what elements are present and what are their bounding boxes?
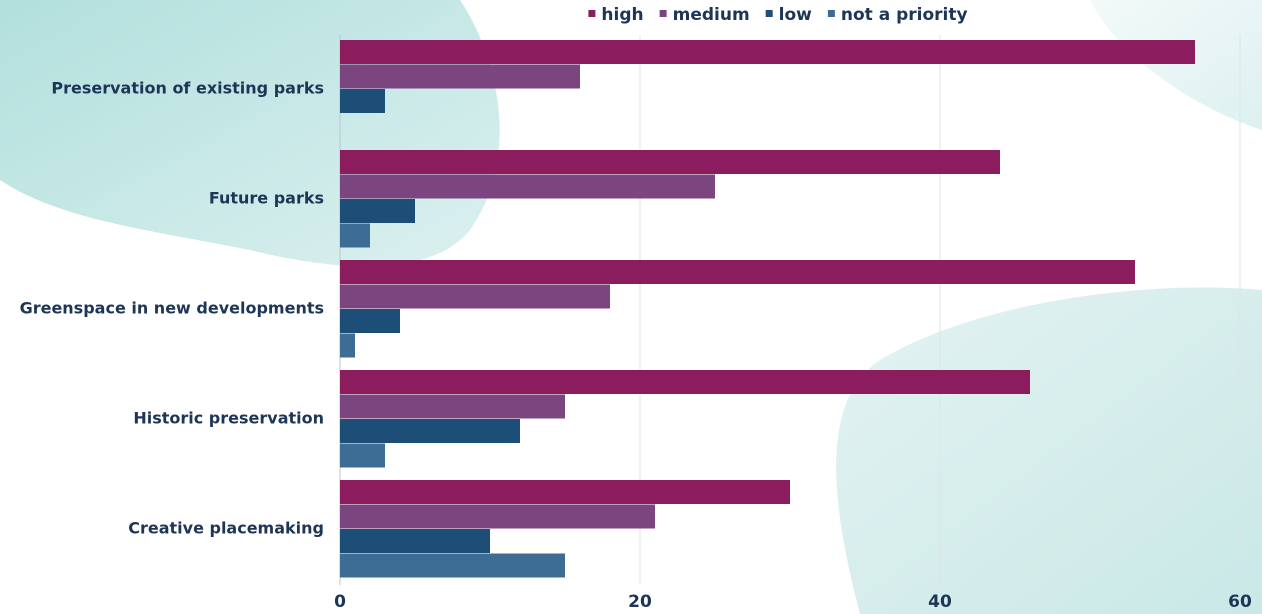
bar-future-parks-medium (340, 174, 715, 199)
bar-future-parks-low (340, 199, 415, 223)
x-tick-label-40: 40 (928, 592, 952, 612)
bar-historic-preservation-medium (340, 394, 565, 419)
bar-creative-placemaking-high (340, 480, 790, 504)
legend-item-high[interactable]: high (588, 5, 644, 25)
bar-greenspace-in-new-developments-medium (340, 284, 610, 309)
bar-greenspace-in-new-developments-not-a-priority (340, 333, 355, 358)
bar-historic-preservation-low (340, 419, 520, 443)
legend-item-not-a-priority[interactable]: not a priority (827, 5, 968, 25)
bar-preservation-of-existing-parks-medium (340, 64, 580, 89)
background-blob-bottom-right (836, 287, 1262, 614)
bar-historic-preservation-high (340, 370, 1030, 394)
x-axis-ticks: 0 20 40 60 (334, 592, 1252, 612)
x-tick-label-60: 60 (1228, 592, 1252, 612)
bar-future-parks-not-a-priority (340, 223, 370, 248)
legend-label-low: low (779, 5, 813, 25)
legend-swatch-not-a-priority (827, 10, 835, 17)
legend-item-low[interactable]: low (765, 5, 813, 25)
category-label-historic-preservation: Historic preservation (133, 409, 324, 428)
bar-greenspace-in-new-developments-low (340, 309, 400, 333)
x-tick-label-0: 0 (334, 592, 346, 612)
category-label-future-parks: Future parks (209, 189, 324, 208)
category-label-preservation-of-existing-parks: Preservation of existing parks (51, 79, 324, 98)
legend-label-medium: medium (673, 5, 750, 25)
x-tick-label-20: 20 (628, 592, 652, 612)
legend[interactable]: high medium low not a priority (588, 5, 968, 25)
bar-future-parks-high (340, 150, 1000, 174)
bars (340, 40, 1195, 578)
legend-item-medium[interactable]: medium (659, 5, 750, 25)
legend-label-high: high (601, 5, 643, 25)
category-labels: Preservation of existing parks Future par… (20, 79, 324, 538)
category-label-creative-placemaking: Creative placemaking (128, 519, 324, 538)
bar-creative-placemaking-not-a-priority (340, 553, 565, 578)
bar-preservation-of-existing-parks-low (340, 89, 385, 113)
bar-preservation-of-existing-parks-high (340, 40, 1195, 64)
bar-historic-preservation-not-a-priority (340, 443, 385, 468)
bar-greenspace-in-new-developments-high (340, 260, 1135, 284)
category-label-greenspace-in-new-developments: Greenspace in new developments (20, 299, 324, 318)
legend-swatch-low (765, 10, 773, 17)
legend-label-not-a-priority: not a priority (841, 5, 968, 25)
legend-swatch-high (588, 10, 596, 17)
legend-swatch-medium (659, 10, 667, 17)
background-blob-top-right (1090, 0, 1262, 130)
bar-creative-placemaking-low (340, 529, 490, 553)
bar-creative-placemaking-medium (340, 504, 655, 529)
